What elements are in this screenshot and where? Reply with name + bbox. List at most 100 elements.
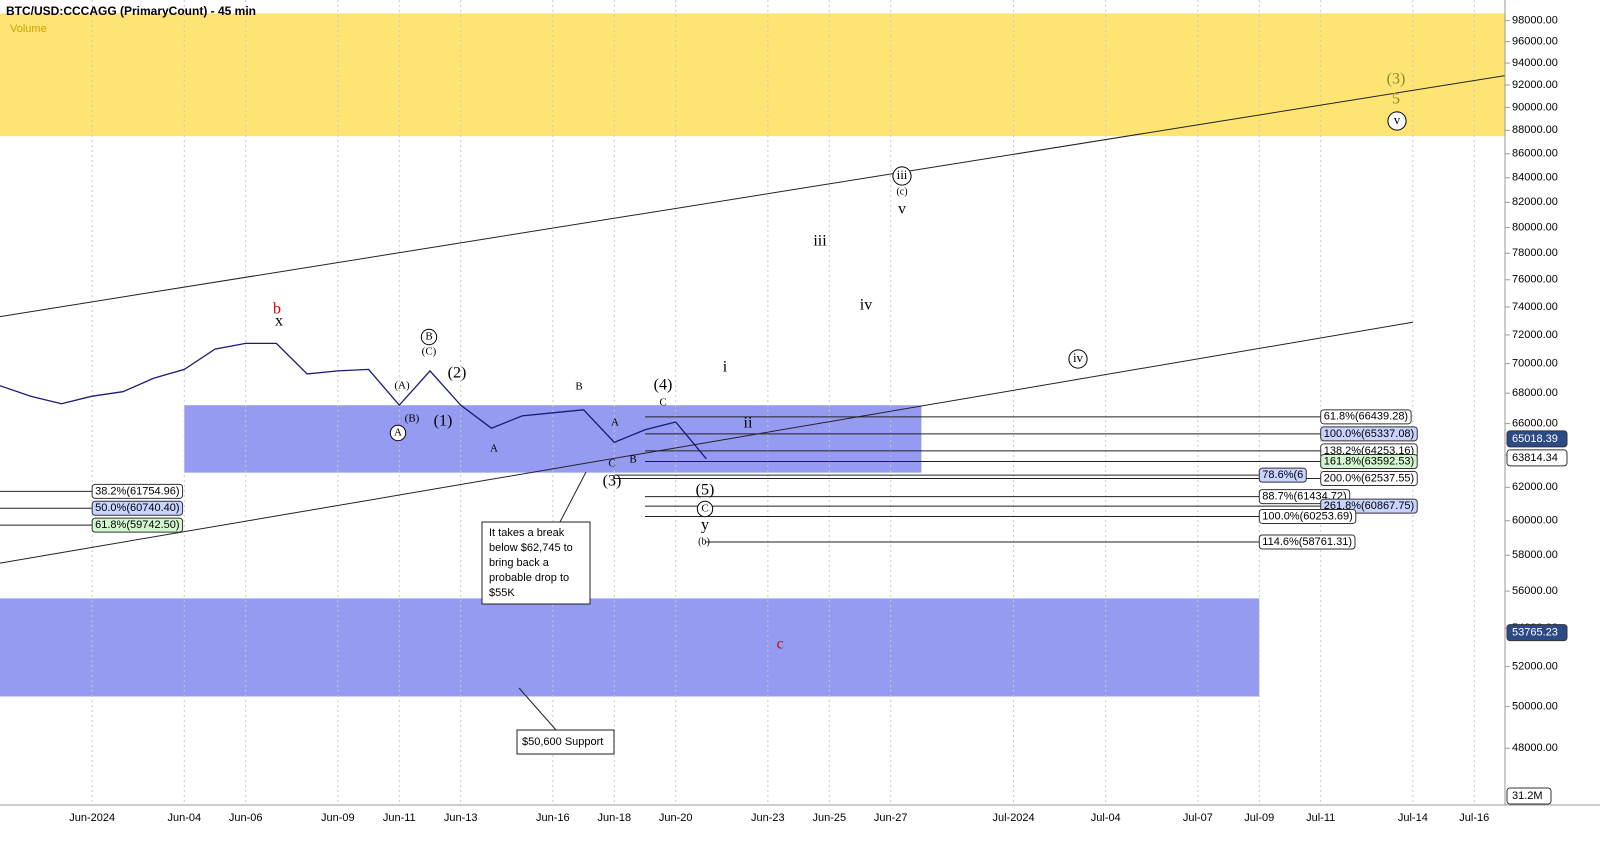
y-tick-label: 60000.00 xyxy=(1512,515,1558,527)
price-line xyxy=(0,342,707,460)
y-tick-label: 76000.00 xyxy=(1512,274,1558,286)
y-tick-label: 78000.00 xyxy=(1512,247,1558,259)
x-tick-label: Jun-18 xyxy=(597,812,631,824)
level-label: 100.0%(65337.08) xyxy=(1324,428,1415,440)
price-badge-label: 65018.39 xyxy=(1512,433,1558,445)
zones xyxy=(0,13,1505,697)
grid xyxy=(91,0,1475,805)
level-label: 38.2%(61754.96) xyxy=(95,485,179,497)
x-tick-label: Jul-2024 xyxy=(992,812,1034,824)
y-tick-label: 88000.00 xyxy=(1512,124,1558,136)
level-label-box xyxy=(1320,471,1418,487)
volume-last-label: 31.2M xyxy=(1512,790,1543,802)
x-tick-label: Jun-11 xyxy=(383,812,416,824)
lines xyxy=(0,75,1506,564)
level-label-box xyxy=(1258,467,1307,483)
callout-text: probable drop to xyxy=(489,572,569,584)
wave-label: A xyxy=(490,443,498,455)
callout-box xyxy=(481,521,591,605)
wave-label: i xyxy=(723,359,728,376)
x-tick-label: Jun-16 xyxy=(536,812,570,824)
wave-circle xyxy=(420,328,438,346)
y-tick-label: 72000.00 xyxy=(1512,329,1558,341)
x-tick-label: Jun-06 xyxy=(229,812,263,824)
y-tick-label: 66000.00 xyxy=(1512,417,1558,429)
wave-label: (2) xyxy=(448,365,467,382)
x-tick-label: Jul-04 xyxy=(1091,812,1121,824)
callout-text: $50,600 Support xyxy=(522,736,603,748)
x-tick-label: Jun-23 xyxy=(751,812,785,824)
x-tick-label: Jul-07 xyxy=(1183,812,1213,824)
wave-label: (A) xyxy=(394,380,410,392)
callout-box xyxy=(516,729,615,755)
wave-label: (B) xyxy=(405,413,420,425)
y-tick-label: 70000.00 xyxy=(1512,358,1558,370)
y-tick-label: 94000.00 xyxy=(1512,57,1558,69)
wave-circle xyxy=(1387,111,1407,131)
level-label-box xyxy=(91,500,184,516)
wave-circle xyxy=(1068,349,1088,369)
chart-title: BTC/USD:CCCAGG (PrimaryCount) - 45 min xyxy=(6,4,256,18)
level-label: 61.8%(59742.50) xyxy=(95,519,179,531)
callout-text: bring back a xyxy=(489,557,550,569)
x-tick-label: Jul-16 xyxy=(1459,812,1489,824)
level-label-box xyxy=(1320,409,1412,425)
level-label: 100.0%(60253.69) xyxy=(1262,510,1353,522)
wave-label: (1) xyxy=(434,413,453,430)
price-badge xyxy=(1506,624,1568,642)
wave-label: (b) xyxy=(698,536,710,547)
y-tick-label: 90000.00 xyxy=(1512,101,1558,113)
wave-label: (c) xyxy=(896,186,907,197)
y-tick-label: 86000.00 xyxy=(1512,148,1558,160)
x-tick-label: Jun-27 xyxy=(874,812,908,824)
y-tick-label: 74000.00 xyxy=(1512,301,1558,313)
x-tick-label: Jul-14 xyxy=(1398,812,1428,824)
wave-label: v xyxy=(898,201,906,218)
wave-label: iii xyxy=(813,233,827,250)
callout-text: below $62,745 to xyxy=(489,542,573,554)
level-label-box xyxy=(1320,426,1418,442)
y-tick-label: 82000.00 xyxy=(1512,196,1558,208)
y-tick-label: 52000.00 xyxy=(1512,661,1558,673)
wave-label: C xyxy=(659,397,666,409)
y-tick-label: 98000.00 xyxy=(1512,15,1558,27)
callout-pointer xyxy=(518,687,557,731)
price-badge-label: 53765.23 xyxy=(1512,627,1558,639)
level-label: 78.6%(6 xyxy=(1262,469,1303,481)
level-label-box xyxy=(91,483,184,499)
wave-label: B xyxy=(629,454,636,466)
y-tick-label: 48000.00 xyxy=(1512,742,1558,754)
wave-label: iii xyxy=(897,167,908,182)
y-tick-label: 80000.00 xyxy=(1512,221,1558,233)
callout-pointer xyxy=(559,471,587,523)
y-tick-label: 50000.00 xyxy=(1512,701,1558,713)
level-label-box xyxy=(91,517,184,533)
x-tick-label: Jul-09 xyxy=(1244,812,1274,824)
trend-line xyxy=(0,75,1506,318)
y-tick-label: 68000.00 xyxy=(1512,387,1558,399)
x-tick-label: Jun-20 xyxy=(659,812,693,824)
level-label: 138.2%(64253.16) xyxy=(1324,445,1415,457)
wave-label: A xyxy=(394,427,402,439)
volume-label: Volume xyxy=(10,23,47,35)
x-tick-label: Jun-09 xyxy=(321,812,355,824)
level-label: 261.8%(60867.75) xyxy=(1324,500,1415,512)
y-tick-label: 58000.00 xyxy=(1512,549,1558,561)
wave-label: (5) xyxy=(696,482,715,499)
level-label: 161.8%(63592.53) xyxy=(1324,455,1415,467)
level-label: 50.0%(60740.40) xyxy=(95,502,179,514)
price-badge-label: 63814.34 xyxy=(1512,452,1558,464)
axis-background xyxy=(1505,0,1600,841)
level-label: 61.8%(66439.28) xyxy=(1324,411,1408,423)
wave-label: x xyxy=(275,313,283,330)
x-tick-label: Jun-25 xyxy=(812,812,846,824)
level-label-box xyxy=(1258,508,1357,524)
y-tick-label: 84000.00 xyxy=(1512,172,1558,184)
x-tick-label: Jun-2024 xyxy=(69,812,115,824)
y-tick-label: 96000.00 xyxy=(1512,36,1558,48)
wave-label: y xyxy=(701,517,709,534)
price xyxy=(0,342,707,460)
wave-circle xyxy=(892,166,912,186)
wave-label: (3) xyxy=(603,473,622,490)
